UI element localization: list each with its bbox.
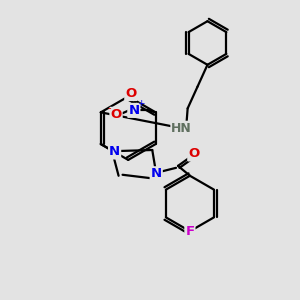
Text: O: O [125,87,136,100]
Text: O: O [188,148,200,160]
Text: N: N [151,167,162,180]
Text: +: + [137,99,145,108]
Text: N: N [109,146,120,158]
Text: O: O [110,108,122,121]
Text: F: F [185,225,194,238]
Text: HN: HN [171,122,192,135]
Text: -: - [107,103,111,113]
Text: N: N [128,104,140,117]
